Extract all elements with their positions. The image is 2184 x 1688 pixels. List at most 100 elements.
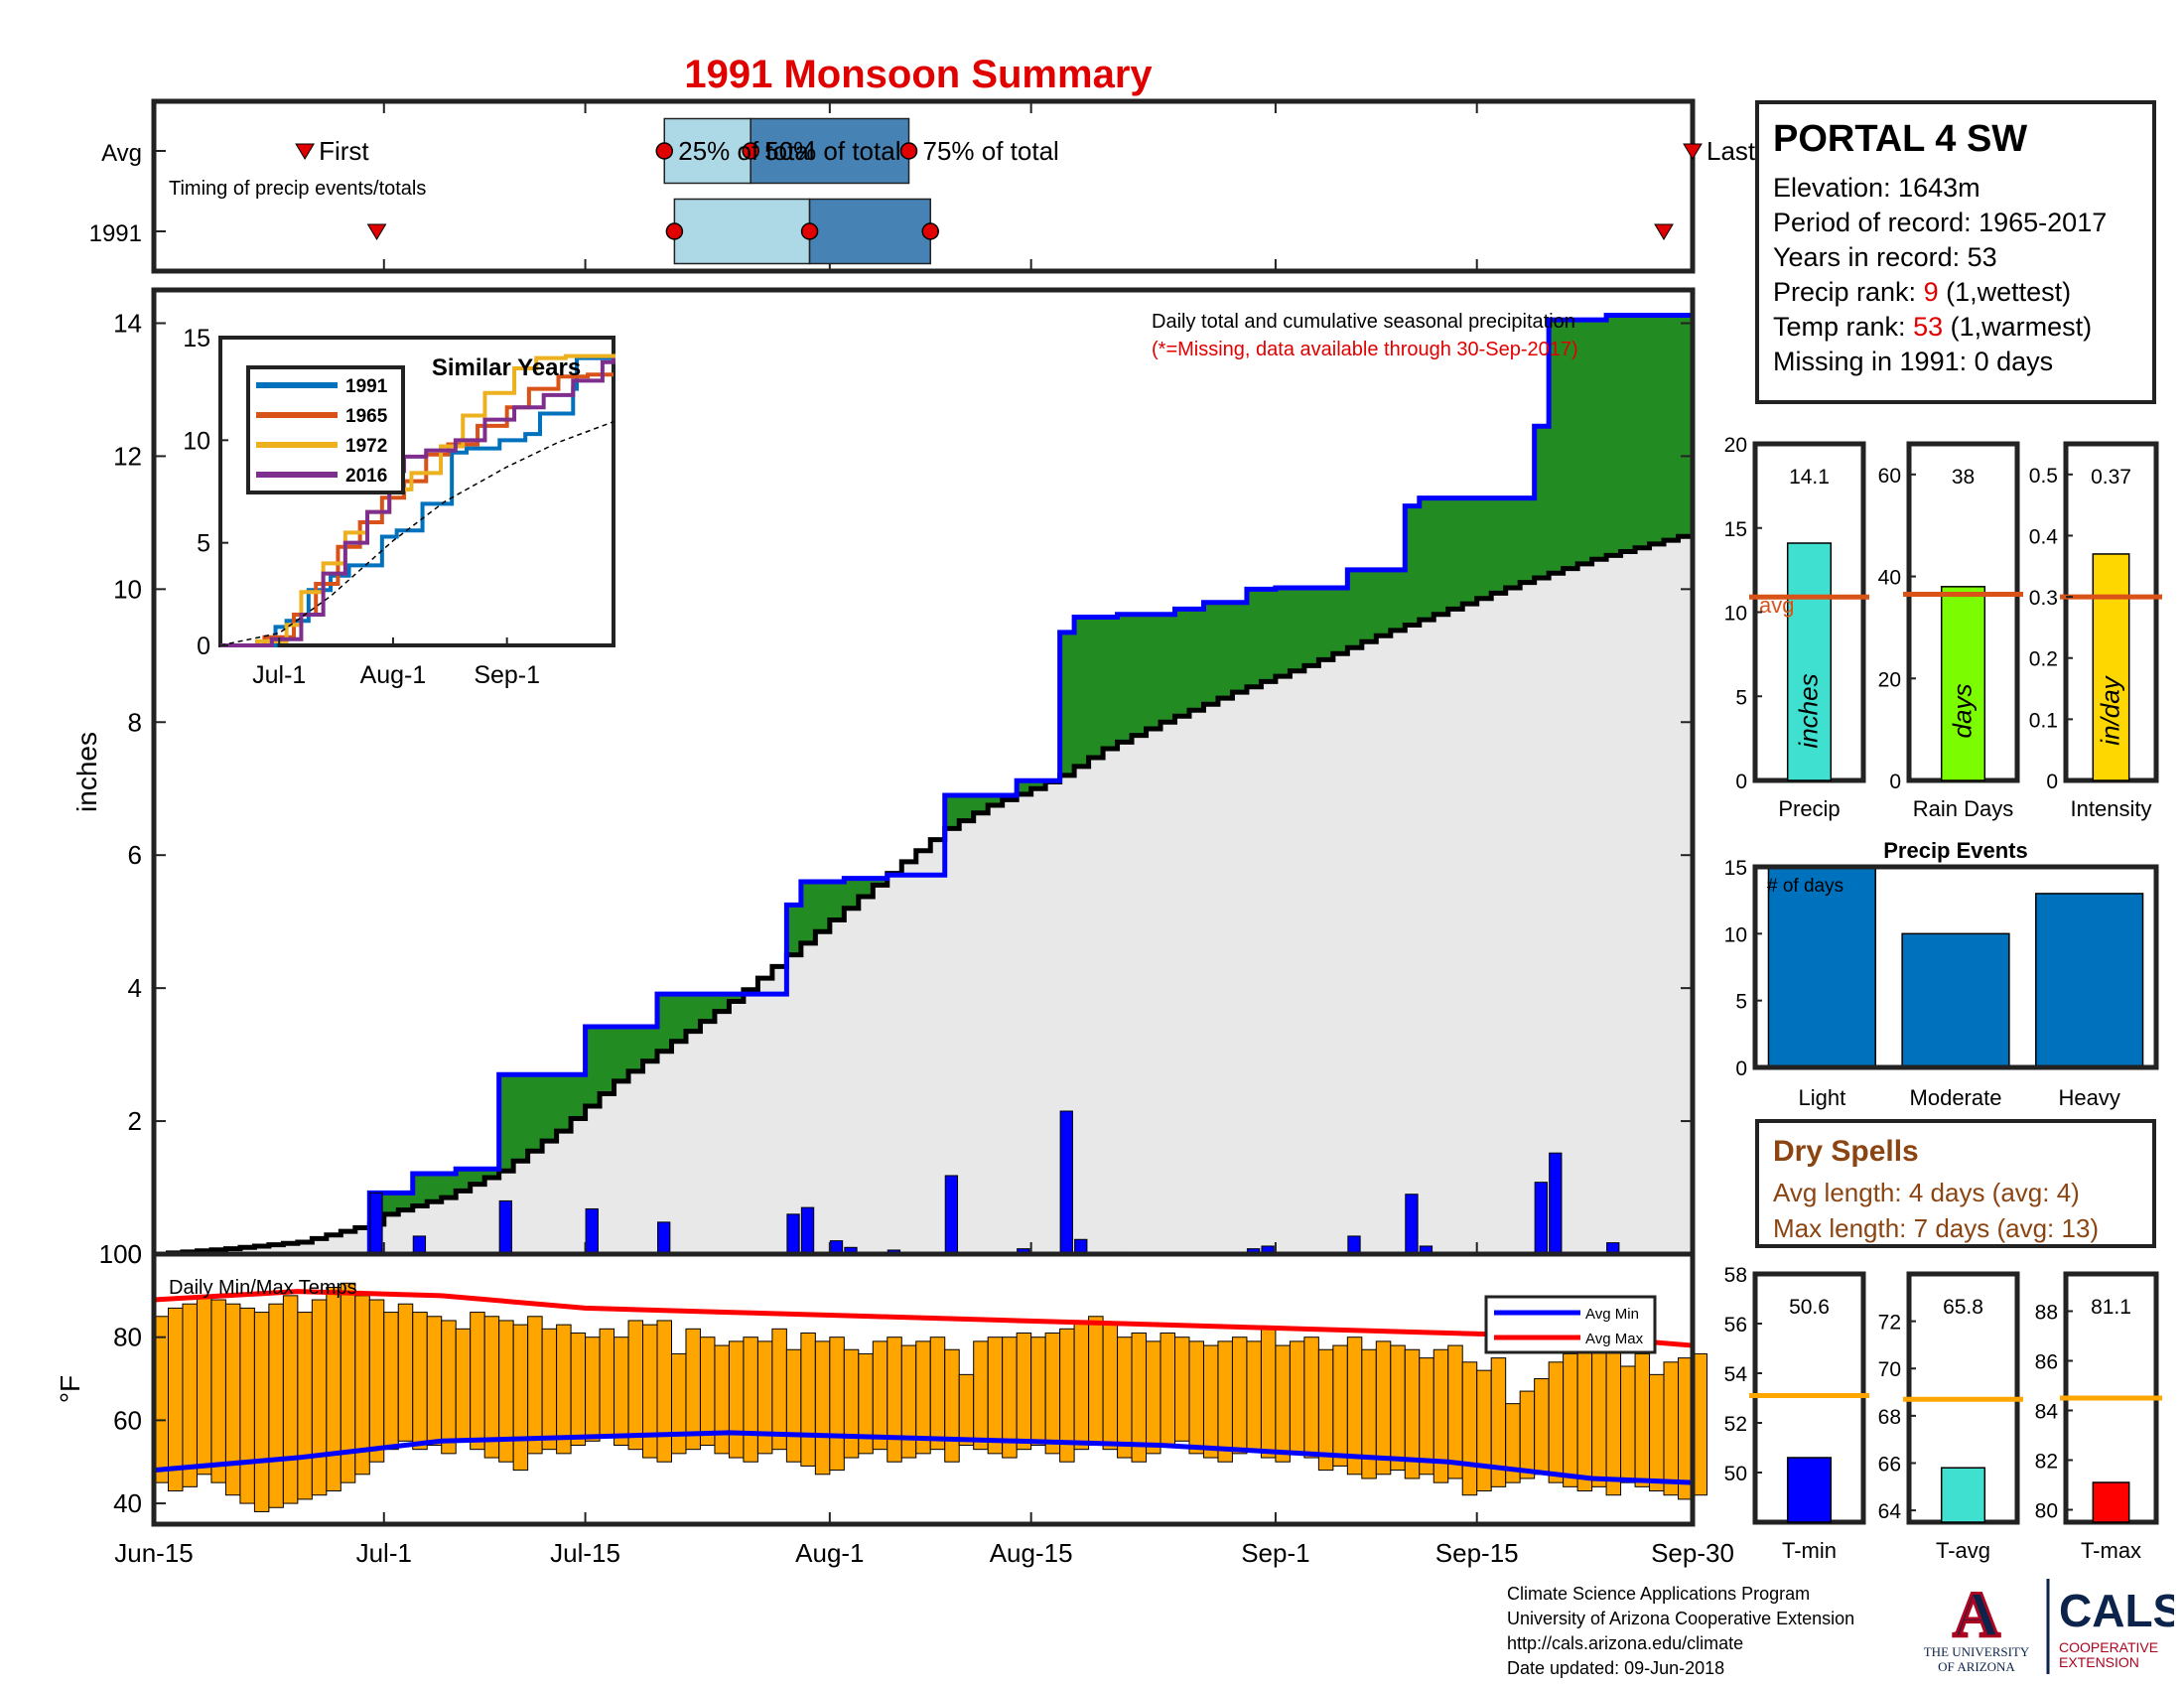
timing-row-label: Avg <box>101 140 142 167</box>
summary-x-label: T-min <box>1782 1538 1837 1563</box>
summary-y-tick-label: 52 <box>1724 1413 1747 1436</box>
summary-value-bar <box>1786 1457 1833 1523</box>
cumulative-difference-fill <box>1520 497 1536 583</box>
cumulative-difference-fill <box>1606 315 1622 556</box>
footer-line-4: Date updated: 09-Jun-2018 <box>1507 1658 1725 1678</box>
x-axis-tick-label: Jul-15 <box>550 1538 620 1568</box>
cals-logo-text: CALS <box>2059 1585 2174 1636</box>
timing-first-last-marker <box>366 223 387 240</box>
daily-temp-bar <box>1447 1344 1463 1479</box>
daily-temp-bar <box>1146 1340 1161 1455</box>
precip-rank-value: 9 <box>1923 277 1939 307</box>
summary-y-tick-label: 64 <box>1878 1500 1902 1523</box>
daily-temp-bar <box>1605 1348 1622 1496</box>
station-precip-rank: Precip rank: 9 (1,wettest) <box>1773 275 2138 310</box>
daily-temp-bar <box>670 1352 687 1455</box>
daily-precip-bar <box>1347 1235 1361 1255</box>
summary-value-bar <box>2092 1481 2130 1523</box>
similar-years-series-line <box>220 353 615 647</box>
daily-temp-bar <box>1275 1344 1291 1463</box>
daily-temp-bar <box>1260 1328 1277 1459</box>
cumulative-difference-fill <box>1678 315 1694 537</box>
precip-events-bar <box>1901 932 2010 1068</box>
cumulative-difference-fill <box>427 1173 443 1202</box>
station-elevation: Elevation: 1643m <box>1773 173 1980 203</box>
precip-events-y-tick-label: 0 <box>1735 1057 1747 1080</box>
cumulative-difference-fill <box>1188 609 1205 711</box>
daily-precip-bar <box>1549 1152 1563 1255</box>
daily-temp-bar <box>929 1336 946 1451</box>
daily-temp-bar <box>800 1333 816 1467</box>
cumulative-difference-fill <box>1030 780 1046 789</box>
figure-title: 1991 Monsoon Summary <box>684 53 1153 96</box>
cumulative-difference-fill <box>1505 497 1521 589</box>
daily-temp-bar <box>987 1336 1004 1455</box>
precip-y-tick-label: 2 <box>128 1106 142 1136</box>
summary-y-tick-label: 0.3 <box>2029 587 2058 610</box>
cumulative-1991-line <box>154 312 1696 1257</box>
similar-years-legend-label: 2016 <box>345 466 387 487</box>
precip-rank-prefix: Precip rank: <box>1773 277 1924 307</box>
daily-temp-bar <box>1102 1324 1119 1451</box>
daily-temp-bar <box>1174 1336 1190 1442</box>
cumulative-difference-fill <box>1419 497 1434 621</box>
cumulative-difference-fill <box>441 1173 457 1198</box>
timing-box-50-75 <box>808 198 931 265</box>
dry-spells-panel: Dry Spells Avg length: 4 days (avg: 4) M… <box>1755 1119 2156 1248</box>
dry-spells-title: Dry Spells <box>1773 1135 1919 1168</box>
daily-temp-bar <box>887 1336 902 1463</box>
summary-y-tick-label: 20 <box>1724 434 1747 457</box>
cumulative-difference-fill <box>1591 320 1607 560</box>
x-axis-tick-label: Aug-15 <box>990 1538 1073 1568</box>
timing-first-label: First <box>319 136 369 166</box>
daily-temp-bar <box>1649 1373 1665 1492</box>
cumulative-difference-fill <box>1132 614 1148 736</box>
temp-y-tick-label: 40 <box>113 1488 142 1518</box>
temp-chart-title: Daily Min/Max Temps <box>169 1277 357 1299</box>
summary-y-tick-label: 86 <box>2035 1351 2058 1374</box>
daily-temp-bar <box>872 1340 888 1451</box>
timing-percent-marker <box>655 142 674 160</box>
daily-temp-bar <box>1476 1369 1492 1492</box>
daily-temp-bar <box>1202 1344 1219 1459</box>
precip-events-y-tick-label: 15 <box>1724 857 1747 880</box>
daily-temp-bar <box>570 1333 587 1446</box>
x-axis-tick-label: Aug-1 <box>795 1538 864 1568</box>
summary-value-label: 0.37 <box>2091 466 2131 489</box>
daily-temp-bar <box>785 1348 802 1463</box>
station-years: Years in record: 53 <box>1773 242 1997 272</box>
daily-precip-bar <box>1059 1110 1073 1255</box>
cumulative-difference-fill <box>1203 602 1219 705</box>
precip-rank-suffix: (1,wettest) <box>1938 277 2072 307</box>
cumulative-difference-fill <box>657 994 673 1052</box>
timing-box-25-50 <box>673 198 811 265</box>
temp-legend-min-label: Avg Min <box>1585 1306 1639 1323</box>
cals-logo-line-2: EXTENSION <box>2059 1654 2139 1670</box>
daily-temp-bar <box>556 1324 572 1455</box>
cumulative-difference-fill <box>1534 426 1550 578</box>
daily-temp-bar <box>1303 1336 1319 1459</box>
daily-temp-bar <box>829 1336 845 1472</box>
temp-y-tick-label: 80 <box>113 1323 142 1352</box>
summary-y-tick-label: 0.2 <box>2029 648 2058 671</box>
cumulative-difference-fill <box>858 878 874 898</box>
dry-spells-avg-length: Avg length: 4 days (avg: 4) <box>1773 1178 2080 1207</box>
cumulative-difference-fill <box>1361 569 1377 642</box>
cumulative-difference-fill <box>470 1169 485 1185</box>
summary-y-tick-label: 20 <box>1878 668 1901 691</box>
station-name: PORTAL 4 SW <box>1773 118 2028 160</box>
ua-logo-bg <box>1951 1581 2002 1642</box>
daily-temp-bar <box>958 1373 975 1446</box>
daily-temp-bar <box>470 1312 485 1451</box>
footer-line-1: Climate Science Applications Program <box>1507 1584 1811 1604</box>
x-axis-tick-label: Sep-1 <box>1241 1538 1309 1568</box>
summary-x-label: Intensity <box>2071 796 2152 821</box>
timing-row-label: 1991 <box>89 220 142 247</box>
cumulative-difference-fill <box>628 1026 644 1071</box>
cumulative-difference-fill <box>1088 617 1104 758</box>
temp-y-axis-label: °F <box>55 1375 85 1403</box>
daily-temp-bar <box>944 1348 960 1463</box>
cumulative-difference-fill <box>1390 569 1406 631</box>
timing-last-label: Last <box>1706 136 1756 166</box>
average-cumulative-area <box>154 532 1693 1254</box>
